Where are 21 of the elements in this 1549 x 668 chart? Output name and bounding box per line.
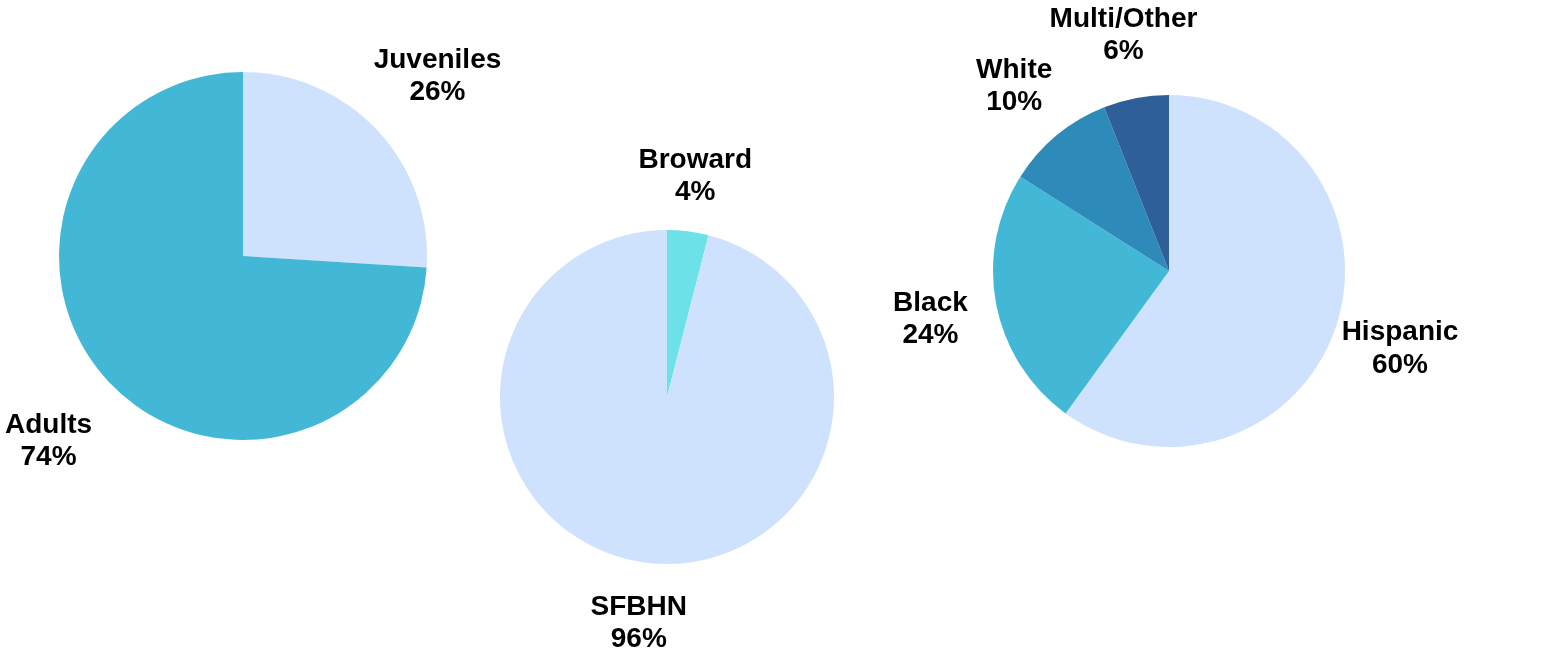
slice-label: SFBHN [590,590,687,622]
slice-label: Multi/Other [1049,1,1198,33]
pie-slice [1065,95,1345,447]
pie-slice [500,230,834,564]
data-label: 6% [1103,34,1144,66]
pie-slice [1104,95,1169,271]
slice-label: Black [893,285,969,317]
slice-label: White [976,53,1053,85]
data-label: 74% [20,440,77,472]
data-label: 96% [610,622,667,654]
slice-label: Juveniles [373,42,502,74]
data-label: 24% [902,318,959,350]
slice-label: Broward [638,142,753,174]
data-label: 26% [409,74,466,106]
data-label: 10% [986,85,1043,117]
data-label: 60% [1371,347,1429,379]
slice-label: Hispanic [1341,315,1459,347]
pie-slice [993,176,1169,414]
pie-slice [667,230,709,397]
data-label: 4% [675,174,716,206]
slice-label: Adults [4,408,93,440]
